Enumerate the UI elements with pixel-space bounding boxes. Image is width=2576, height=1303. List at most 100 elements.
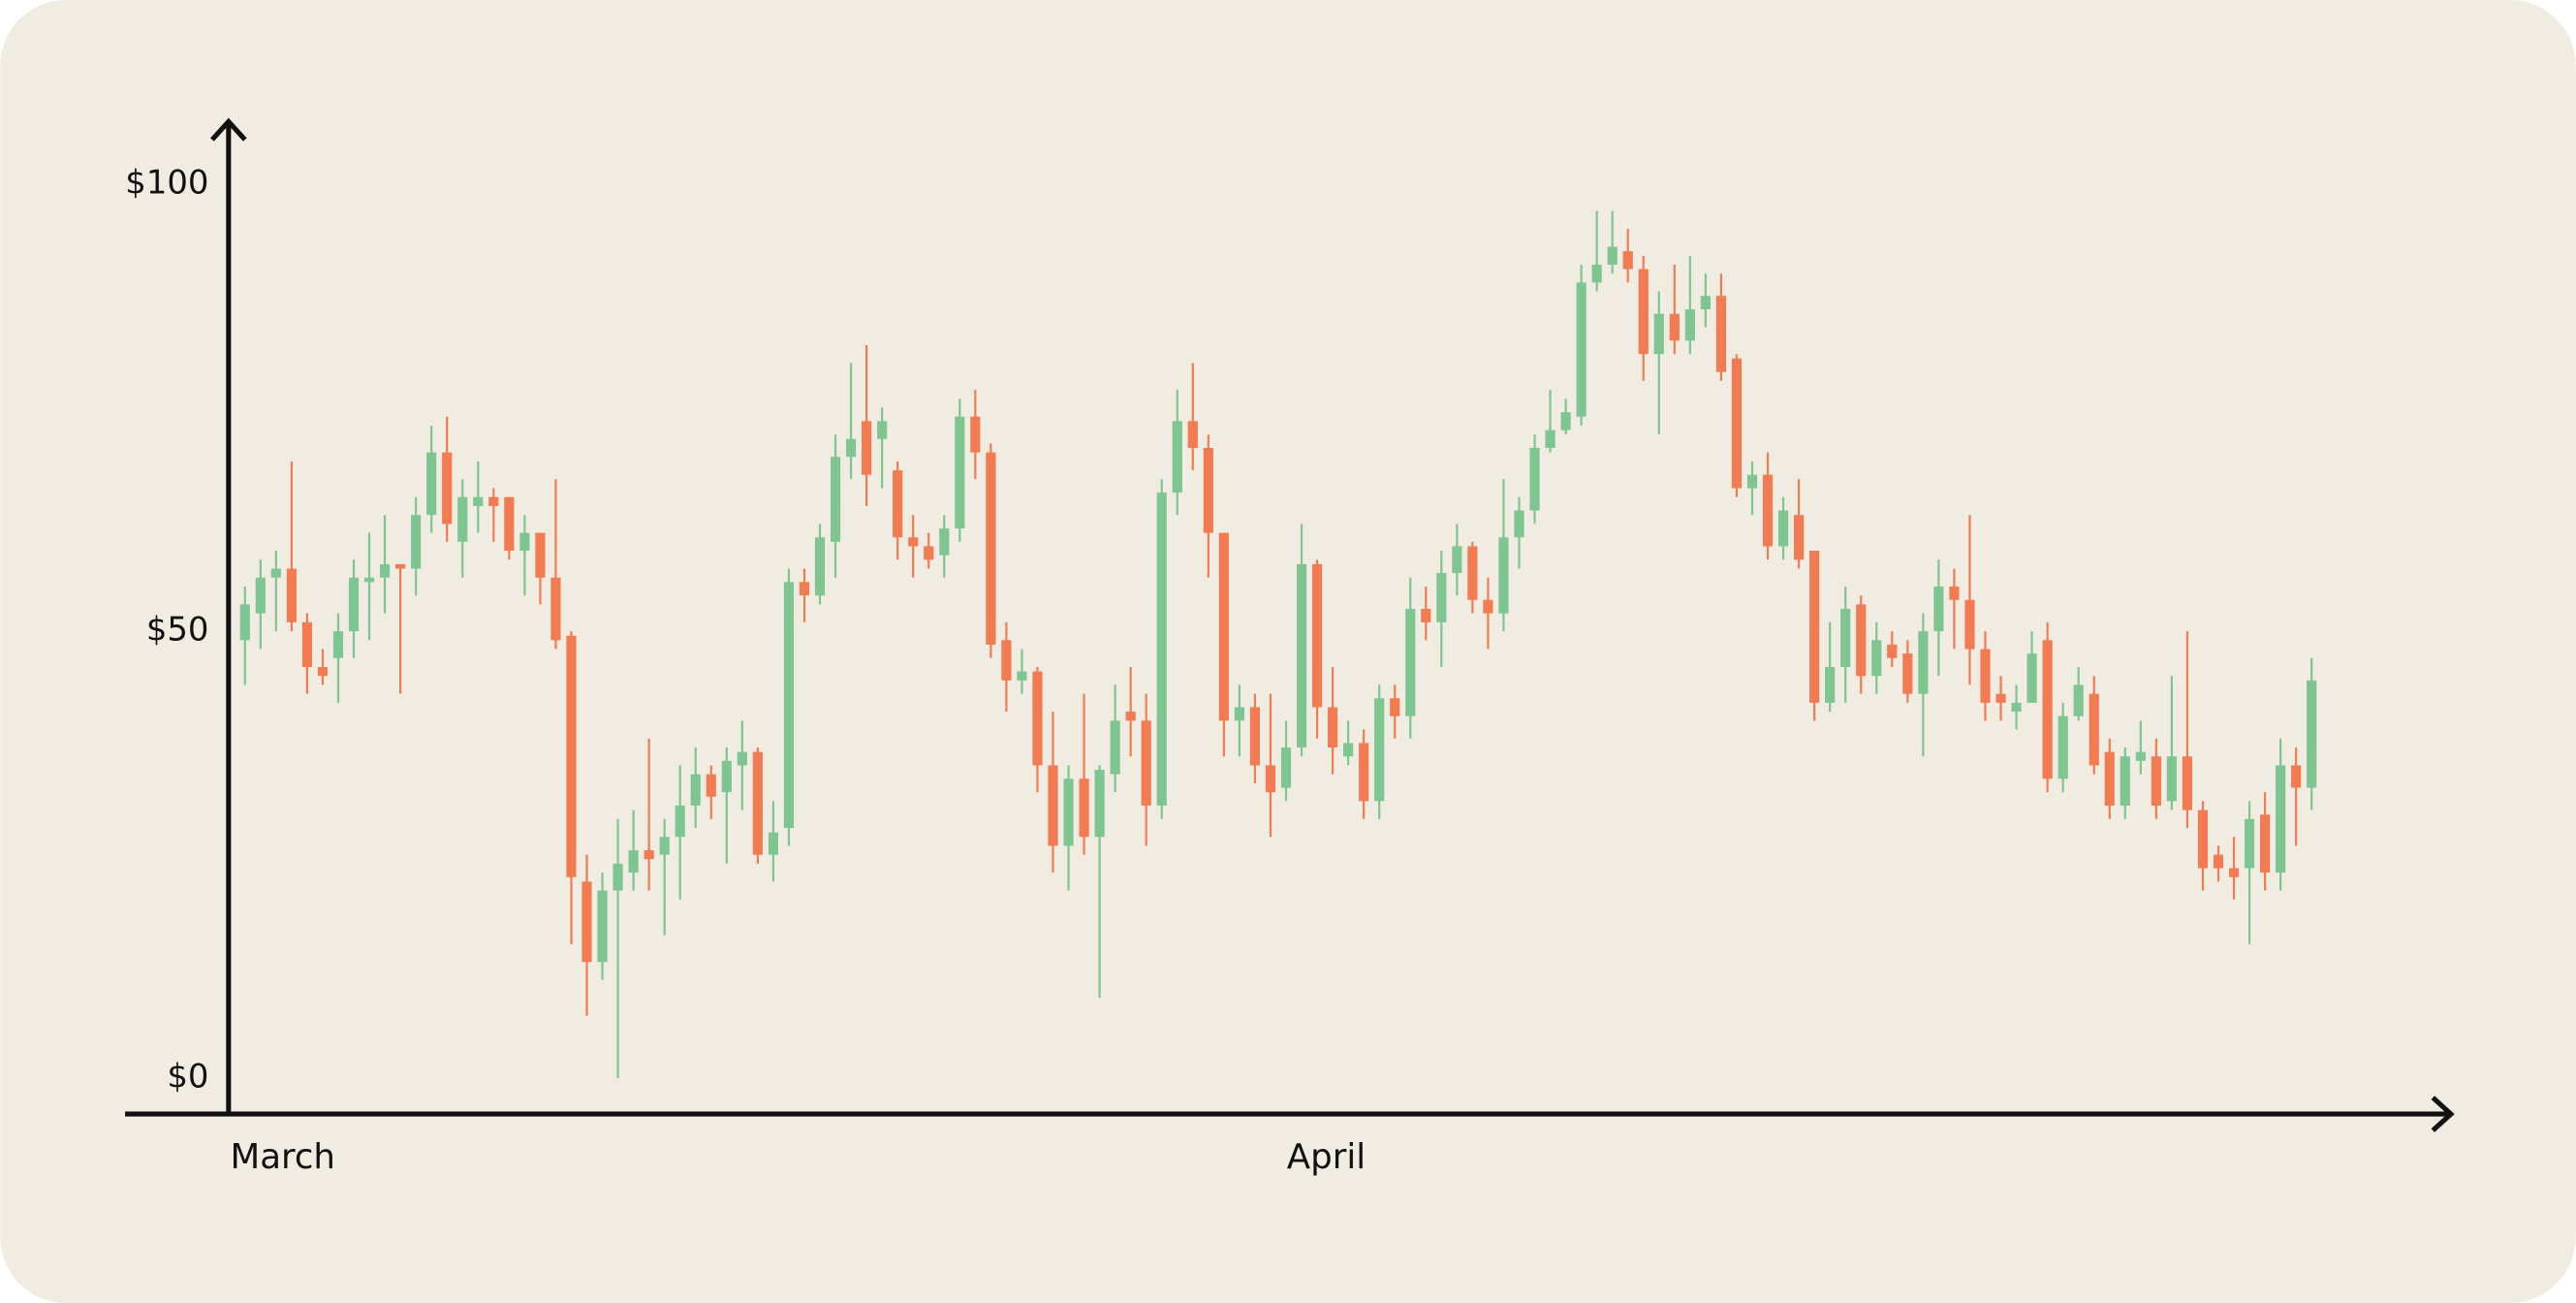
candle-body (986, 452, 996, 645)
y-tick-label: $50 (146, 611, 209, 649)
candle-body (348, 577, 360, 632)
candle-body (317, 666, 329, 677)
candle-body (970, 416, 981, 453)
x-axis-arrow (2431, 1096, 2455, 1132)
candle-body (1048, 765, 1058, 846)
candle-body (1311, 563, 1323, 708)
candle-body (1234, 707, 1244, 721)
candle-body (2307, 680, 2317, 788)
candle-body (1265, 765, 1276, 793)
candle-body (644, 850, 654, 860)
candle-body (1731, 358, 1743, 489)
candle-body (1715, 296, 1727, 372)
candle-body (2151, 756, 2161, 806)
candle-body (1172, 421, 1182, 493)
candle-body (1390, 698, 1400, 716)
candle-body (2244, 818, 2255, 869)
candle-body (675, 805, 685, 838)
plot (239, 210, 2317, 1079)
candle-body (1746, 474, 1758, 489)
candle-body (1110, 720, 1120, 775)
candle-body (659, 837, 670, 855)
candle-body (1762, 474, 1774, 547)
candle-body (2120, 756, 2130, 806)
candle-body (1296, 563, 1307, 747)
candle-body (613, 863, 623, 891)
candle-body (768, 832, 778, 855)
candle-body (1374, 698, 1385, 802)
candle-body (1809, 551, 1820, 703)
candle-body (1498, 537, 1509, 614)
candle-body (1918, 631, 1929, 694)
candle-body (924, 546, 934, 560)
x-tick-label: April (1287, 1137, 1366, 1177)
candle-body (504, 496, 515, 552)
candle-body (597, 890, 608, 963)
candle-body (286, 568, 297, 622)
candle-body (1203, 448, 1213, 533)
candle-body (379, 563, 391, 578)
y-axis-arrow (210, 117, 247, 142)
candle-body (1328, 707, 1338, 747)
candle-body (783, 582, 795, 828)
candle-body (2197, 810, 2209, 869)
candle-body (255, 577, 266, 614)
candle-body (1980, 649, 1991, 703)
candle-body (363, 577, 375, 583)
candle-body (270, 568, 281, 578)
candle-body (1669, 313, 1680, 341)
candle-body (2026, 653, 2037, 703)
candle-body (239, 604, 250, 641)
candle-body (814, 537, 826, 596)
candle-body (955, 416, 965, 529)
candle-body (1218, 532, 1229, 721)
candle-body (1141, 720, 1151, 806)
candle-body (581, 881, 592, 963)
candle-body (862, 421, 872, 475)
candle-body (893, 470, 903, 538)
candle-body (1949, 586, 1960, 600)
candle-body (706, 774, 716, 797)
candle-body (1343, 743, 1354, 757)
candle-body (1825, 666, 1836, 703)
candle-body (550, 577, 561, 641)
candle-body (1700, 296, 1711, 310)
candle-body (1933, 586, 1944, 632)
candle-body (908, 537, 919, 547)
candle-body (519, 532, 530, 552)
candle-body (411, 515, 422, 569)
candle-body (1359, 743, 1369, 802)
candle-body (1964, 599, 1975, 650)
candle-body (2011, 702, 2022, 713)
candle-body (1560, 412, 1571, 430)
candle-body (830, 457, 841, 542)
candle-body (1653, 313, 1664, 355)
candle-body (877, 421, 888, 439)
candle-body (395, 563, 406, 569)
candle-body (752, 751, 763, 855)
candle-body (1280, 747, 1292, 788)
candle-body (1405, 609, 1416, 716)
candle-body (690, 774, 701, 806)
candle-body (1576, 282, 1586, 417)
candle-body (845, 438, 857, 458)
candle-body (799, 582, 810, 596)
candle-body (1607, 246, 1618, 265)
candle-body (1684, 309, 1695, 341)
candle-body (2135, 751, 2146, 761)
candle-body (628, 850, 639, 874)
candle-body (1467, 546, 1478, 600)
candle-body (1032, 671, 1043, 766)
candle-body (2213, 854, 2224, 869)
candle-body (2291, 765, 2302, 788)
x-tick-label: March (231, 1137, 335, 1177)
candle-body (1514, 510, 1524, 538)
candle-body (1156, 493, 1167, 806)
candle-body (1063, 779, 1074, 846)
candle-body (737, 751, 747, 766)
candle-body (939, 528, 950, 556)
candle-body (2276, 765, 2286, 874)
candle-body (1187, 421, 1198, 449)
